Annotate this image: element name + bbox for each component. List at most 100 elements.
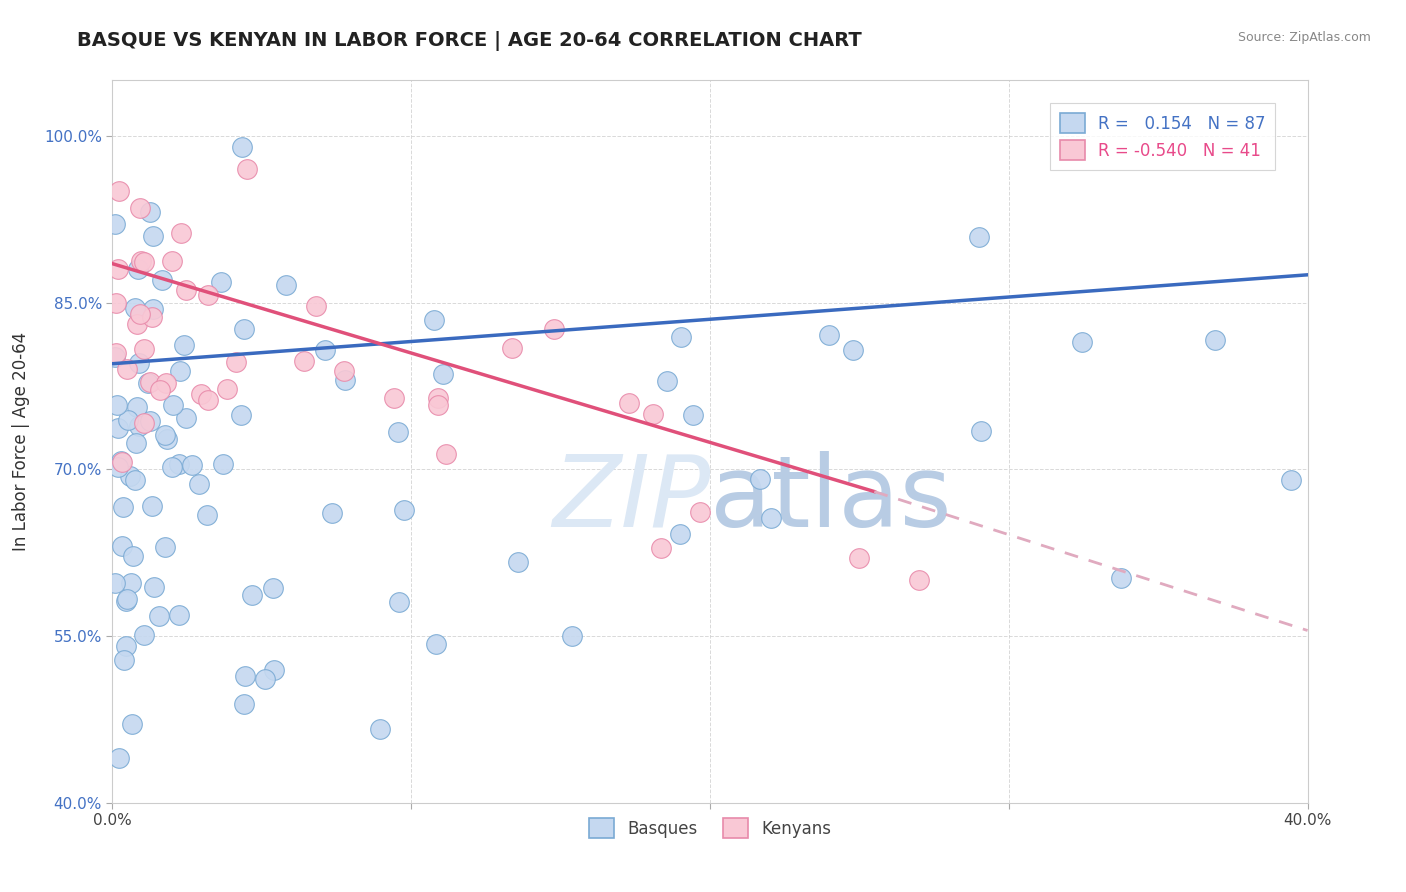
Point xyxy=(170,226,193,240)
Point xyxy=(174,410,197,425)
Point xyxy=(167,458,190,472)
Point xyxy=(173,337,195,351)
Point xyxy=(127,261,149,276)
Point xyxy=(1109,570,1132,584)
Point xyxy=(384,392,406,406)
Point xyxy=(235,669,257,683)
Point xyxy=(120,575,142,590)
Point xyxy=(759,510,782,524)
Point xyxy=(274,278,297,293)
Point xyxy=(142,229,165,244)
Point xyxy=(212,458,235,472)
Point xyxy=(148,608,170,623)
Point xyxy=(908,574,931,588)
Point xyxy=(253,672,276,686)
Point xyxy=(105,398,128,412)
Point xyxy=(142,302,165,317)
Text: atlas: atlas xyxy=(710,450,952,548)
Point xyxy=(669,330,692,344)
Point xyxy=(134,416,156,430)
Point xyxy=(125,436,148,450)
Point xyxy=(104,575,127,590)
Point xyxy=(314,343,336,357)
Point xyxy=(643,407,665,421)
Point xyxy=(115,640,138,654)
Point xyxy=(432,368,454,382)
Point xyxy=(162,398,184,412)
Point xyxy=(169,364,191,378)
Point xyxy=(149,384,172,398)
Point xyxy=(195,508,218,522)
Point xyxy=(127,401,149,415)
Point xyxy=(387,425,409,439)
Point xyxy=(167,607,190,622)
Point xyxy=(423,313,446,327)
Point xyxy=(650,541,672,556)
Point xyxy=(155,376,177,390)
Point xyxy=(240,588,263,602)
Point xyxy=(970,424,993,438)
Point xyxy=(321,506,343,520)
Point xyxy=(124,473,146,487)
Point xyxy=(229,408,252,422)
Point xyxy=(128,418,150,433)
Point xyxy=(160,253,183,268)
Point xyxy=(104,296,127,310)
Point xyxy=(115,361,138,376)
Point xyxy=(139,375,162,389)
Point xyxy=(124,301,146,315)
Point xyxy=(1071,335,1094,350)
Point xyxy=(817,327,839,342)
Point xyxy=(967,230,990,244)
Point xyxy=(107,751,129,765)
Point xyxy=(181,458,204,472)
Point xyxy=(333,364,356,378)
Point xyxy=(225,355,247,369)
Y-axis label: In Labor Force | Age 20-64: In Labor Force | Age 20-64 xyxy=(13,332,30,551)
Point xyxy=(111,500,134,515)
Legend: Basques, Kenyans: Basques, Kenyans xyxy=(582,812,838,845)
Point xyxy=(748,472,770,486)
Point xyxy=(129,201,152,215)
Point xyxy=(368,723,391,737)
Point xyxy=(263,663,285,677)
Point xyxy=(197,393,219,408)
Point xyxy=(434,448,457,462)
Point xyxy=(128,307,150,321)
Point xyxy=(215,382,238,396)
Point xyxy=(197,288,219,302)
Point xyxy=(174,283,197,297)
Point xyxy=(107,261,129,276)
Point xyxy=(848,551,870,566)
Point xyxy=(153,540,176,554)
Point xyxy=(617,396,640,410)
Point xyxy=(141,310,163,324)
Point xyxy=(262,582,284,596)
Point xyxy=(134,628,156,642)
Point xyxy=(122,549,145,563)
Point xyxy=(394,503,416,517)
Point xyxy=(112,653,135,667)
Point xyxy=(125,317,148,331)
Point xyxy=(427,391,450,405)
Point xyxy=(305,299,328,313)
Point xyxy=(425,637,447,651)
Point xyxy=(153,428,176,442)
Point xyxy=(233,321,256,335)
Point xyxy=(107,421,129,435)
Point xyxy=(232,697,254,711)
Point xyxy=(209,275,232,289)
Text: ZIP: ZIP xyxy=(551,450,710,548)
Point xyxy=(132,342,155,356)
Point xyxy=(543,322,565,336)
Point xyxy=(335,373,357,387)
Point xyxy=(188,477,211,491)
Point xyxy=(104,350,127,364)
Point xyxy=(501,341,523,355)
Point xyxy=(132,255,155,269)
Point xyxy=(1204,334,1226,348)
Point xyxy=(111,455,134,469)
Text: BASQUE VS KENYAN IN LABOR FORCE | AGE 20-64 CORRELATION CHART: BASQUE VS KENYAN IN LABOR FORCE | AGE 20… xyxy=(77,31,862,51)
Point xyxy=(118,469,141,483)
Point xyxy=(190,387,212,401)
